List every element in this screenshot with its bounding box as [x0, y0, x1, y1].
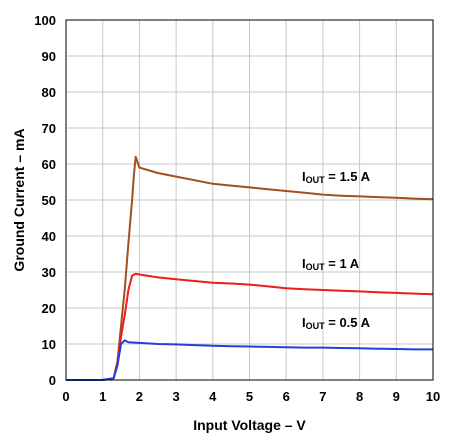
x-tick-label: 9: [393, 389, 400, 404]
y-tick-label: 50: [42, 193, 56, 208]
series-label-1p5a: IOUT = 1.5 A: [302, 169, 371, 185]
y-tick-label: 40: [42, 229, 56, 244]
x-tick-label: 10: [426, 389, 440, 404]
x-tick-label: 4: [209, 389, 217, 404]
y-tick-label: 80: [42, 85, 56, 100]
y-tick-label: 60: [42, 157, 56, 172]
x-tick-label: 1: [99, 389, 106, 404]
y-tick-label: 20: [42, 301, 56, 316]
x-tick-label: 3: [172, 389, 179, 404]
y-axis-title: Ground Current – mA: [11, 128, 27, 271]
x-tick-label: 6: [283, 389, 290, 404]
x-tick-labels: 0 1 2 3 4 5 6 7 8 9 10: [62, 389, 440, 404]
x-tick-label: 7: [319, 389, 326, 404]
series-line-0: [66, 155, 434, 381]
x-tick-label: 8: [356, 389, 363, 404]
series-line-2: [66, 339, 433, 381]
x-tick-label: 2: [136, 389, 143, 404]
x-tick-label: 0: [62, 389, 69, 404]
grid: [66, 20, 433, 380]
x-tick-label: 5: [246, 389, 253, 404]
x-axis-title: Input Voltage – V: [193, 417, 306, 433]
y-tick-label: 30: [42, 265, 56, 280]
y-tick-label: 90: [42, 49, 56, 64]
y-tick-label: 10: [42, 337, 56, 352]
plot-frame: [65, 19, 434, 381]
y-tick-labels: 0 10 20 30 40 50 60 70 80 90 100: [34, 13, 56, 388]
y-tick-label: 100: [34, 13, 56, 28]
y-tick-label: 70: [42, 121, 56, 136]
series-label-1a: IOUT = 1 A: [302, 256, 360, 272]
series-label-0p5a: IOUT = 0.5 A: [302, 315, 371, 331]
y-tick-label: 0: [49, 373, 56, 388]
series-lines: [66, 155, 434, 381]
series-line-1: [66, 272, 434, 381]
